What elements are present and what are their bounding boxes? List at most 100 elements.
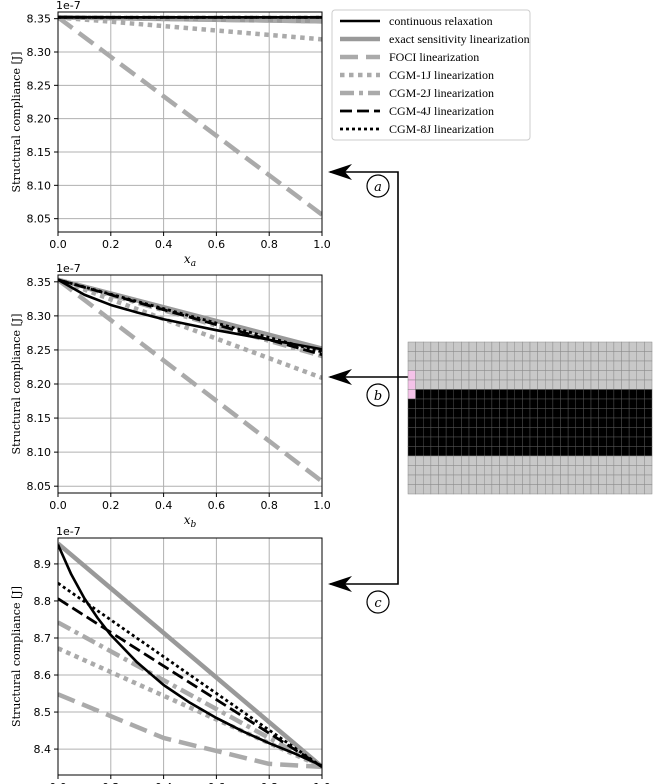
mesh-cell [621, 389, 630, 400]
mesh-cell [461, 446, 470, 457]
mesh-cell [453, 474, 462, 485]
mesh-cell [415, 446, 424, 457]
mesh-cell [644, 351, 653, 362]
mesh-cell [644, 370, 653, 381]
mesh-cell [415, 474, 424, 485]
mesh-cell [613, 398, 622, 409]
mesh-cell [621, 379, 630, 390]
mesh-cell [468, 360, 477, 371]
mesh-cell [514, 351, 523, 362]
mesh-cell [438, 341, 447, 352]
mesh-cell [598, 465, 607, 476]
mesh-cell [575, 446, 584, 457]
mesh-cell [423, 351, 432, 362]
mesh-cell [529, 455, 538, 466]
mesh-cell [522, 370, 531, 381]
offset-text: 1e-7 [56, 525, 81, 538]
mesh-cell [644, 360, 653, 371]
mesh-cell [575, 455, 584, 466]
mesh-cell [590, 341, 599, 352]
series-line-cgm-4j-linearization [58, 597, 322, 769]
mesh-cell [499, 465, 508, 476]
mesh-cell [445, 484, 455, 495]
mesh-cell [560, 379, 569, 390]
mesh-cell [567, 427, 577, 438]
mesh-cell [491, 436, 500, 447]
mesh-cell [430, 474, 439, 485]
plots-group: 0.0 0.2 0.4 0.6 0.8 1.0 8.05 8.10 8.15 8.20 8.25 8.… [10, 0, 331, 784]
mesh-cell [506, 455, 516, 466]
x-tick-label: 0.8 [260, 781, 278, 784]
mesh-cell [445, 436, 455, 447]
mesh-cell [407, 379, 416, 390]
mesh-cell [621, 360, 630, 371]
mesh-cell [430, 370, 439, 381]
mesh-cell [407, 398, 416, 409]
mesh-cell [514, 370, 523, 381]
mesh-cell [438, 389, 447, 400]
mesh-cell [430, 484, 439, 495]
mesh-cell [529, 341, 538, 352]
mesh-cell [567, 484, 577, 495]
mesh-cell [583, 408, 592, 419]
y-tick-label: 8.30 [27, 310, 52, 323]
mesh-cell [514, 484, 523, 495]
mesh-cell [484, 379, 493, 390]
mesh-cell [560, 427, 569, 438]
legend-label: CGM-2J linearization [389, 86, 494, 100]
mesh-cell [468, 341, 477, 352]
mesh-cell [545, 455, 554, 466]
mesh-cell [537, 408, 546, 419]
mesh-cell [606, 389, 615, 400]
mesh-cell [606, 455, 615, 466]
mesh-cell [484, 455, 493, 466]
mesh-cell [415, 379, 424, 390]
mesh-cell [476, 436, 485, 447]
mesh-cell [499, 389, 508, 400]
mesh-cell [484, 474, 493, 485]
mesh-cell [438, 370, 447, 381]
mesh-cell [491, 379, 500, 390]
mesh-cell [560, 484, 569, 495]
mesh-cell [499, 351, 508, 362]
mesh-cell [506, 427, 516, 438]
mesh-cell [583, 484, 592, 495]
mesh-cell [491, 474, 500, 485]
mesh-cell [613, 446, 622, 457]
legend-label: CGM-8J linearization [389, 122, 494, 136]
mesh-cell [445, 360, 455, 371]
x-tick-label: 0.6 [208, 499, 226, 512]
mesh-cell [560, 417, 569, 428]
x-tick-label: 0.6 [208, 781, 226, 784]
mesh-cell [506, 417, 516, 428]
mesh-cell [423, 427, 432, 438]
mesh-cell [468, 398, 477, 409]
mesh-cell [537, 427, 546, 438]
x-tick-label: 0.4 [155, 781, 173, 784]
mesh-cell [621, 446, 630, 457]
mesh-cell [598, 389, 607, 400]
mesh-cell [522, 474, 531, 485]
mesh-cell [491, 465, 500, 476]
y-tick-label: 8.05 [27, 213, 52, 226]
mesh-cell [598, 474, 607, 485]
mesh-cell [636, 398, 645, 409]
mesh-cell [415, 417, 424, 428]
mesh-cell [575, 436, 584, 447]
mesh-cell [438, 379, 447, 390]
mesh-cell [430, 465, 439, 476]
mesh-cell [590, 398, 599, 409]
mesh-cell [560, 370, 569, 381]
mesh-cell [423, 341, 432, 352]
mesh-cell [499, 417, 508, 428]
mesh-cell [545, 465, 554, 476]
mesh-cell [438, 446, 447, 457]
mesh-cell [438, 398, 447, 409]
mesh-cell [438, 465, 447, 476]
mesh-cell [598, 341, 607, 352]
mesh-cell [415, 360, 424, 371]
mesh-cell [453, 427, 462, 438]
mesh-cell [560, 436, 569, 447]
x-label-sub: b [191, 520, 197, 530]
mesh-cell [499, 370, 508, 381]
